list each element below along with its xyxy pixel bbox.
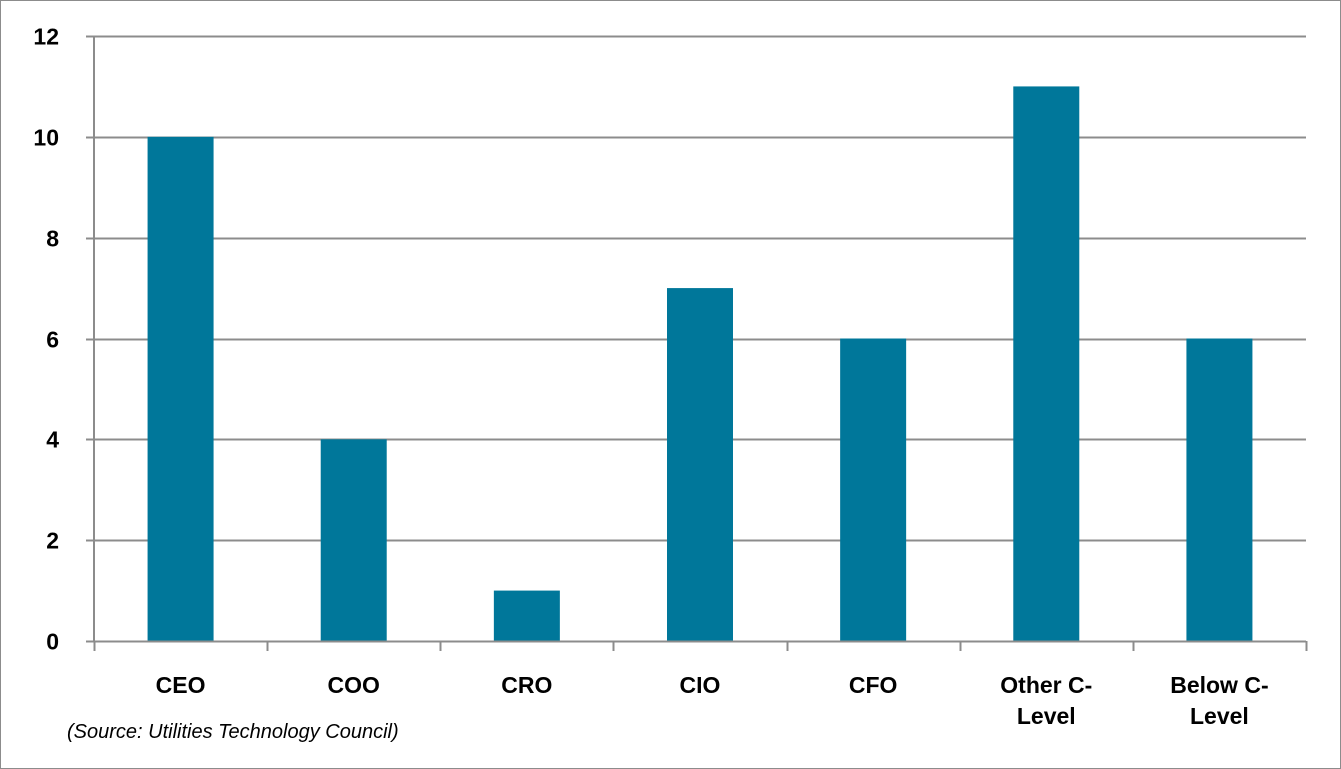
bars (147, 86, 1253, 642)
category-label: COO (328, 672, 380, 698)
category-label: CRO (501, 672, 552, 698)
bar-2 (493, 590, 560, 641)
bar-5 (1013, 86, 1080, 641)
category-label: CEO (156, 672, 206, 698)
y-tick-label: 10 (33, 125, 59, 151)
bar-3 (667, 288, 733, 641)
y-tick-label: 4 (46, 427, 59, 453)
axes (86, 35, 1308, 651)
category-label: Other C- (1000, 672, 1092, 698)
category-label: Below C- (1170, 672, 1268, 698)
category-labels: CEO COO CRO CIO CFO Other C- Level Below C- Leve… (156, 672, 1269, 729)
y-tick-label: 0 (46, 629, 59, 655)
source-note: (Source: Utilities Technology Council) (67, 721, 399, 743)
bar-0 (147, 136, 214, 642)
bar-1 (320, 439, 387, 641)
y-tick-label: 12 (33, 24, 59, 50)
bar-4 (840, 338, 907, 641)
category-label: CIO (680, 672, 721, 698)
y-tick-label: 8 (46, 226, 59, 252)
category-label: Level (1190, 703, 1249, 729)
category-label: CFO (849, 672, 898, 698)
y-tick-labels: 0 2 4 6 8 10 12 (33, 24, 59, 655)
y-tick-label: 2 (46, 528, 59, 554)
bar-6 (1186, 338, 1253, 641)
y-tick-label: 6 (46, 327, 59, 353)
category-label: Level (1017, 703, 1076, 729)
